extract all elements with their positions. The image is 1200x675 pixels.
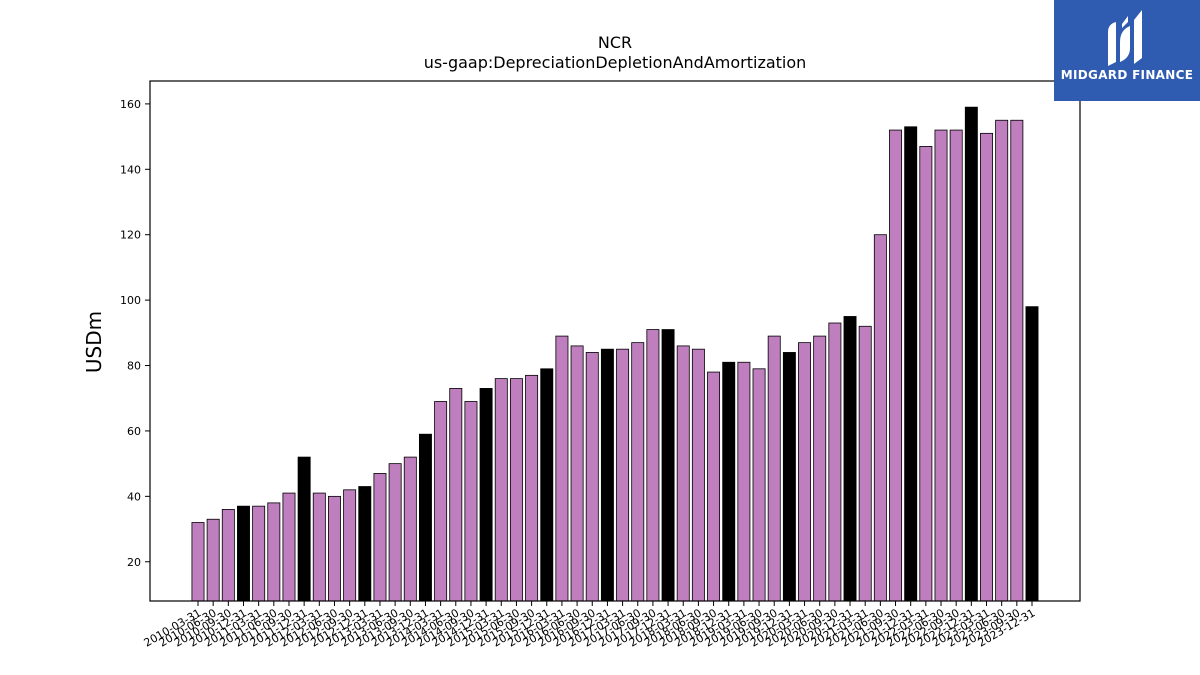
bar-2014-09-30 xyxy=(464,401,478,602)
bar-2012-12-31 xyxy=(358,486,372,602)
bar-2014-06-30 xyxy=(449,388,463,602)
bar-2012-09-30 xyxy=(343,489,357,602)
y-tick-label: 100 xyxy=(120,294,141,307)
bar-2019-06-30 xyxy=(752,368,766,602)
bar-2013-09-30 xyxy=(403,456,417,602)
x-axis: 2010-03-312010-06-302010-09-302010-12-31… xyxy=(142,601,1038,650)
bar-2015-12-31 xyxy=(540,368,554,602)
bar-2018-03-31 xyxy=(676,345,690,602)
bar-2017-03-31 xyxy=(616,348,630,602)
bar-2020-06-30 xyxy=(813,335,827,602)
bar-2020-09-30 xyxy=(828,322,842,602)
bar-2011-03-31 xyxy=(252,505,266,602)
bar-2017-06-30 xyxy=(631,342,645,602)
bar-2014-12-31 xyxy=(479,388,493,602)
midgard-logo-icon xyxy=(1108,10,1142,66)
bar-2023-06-30 xyxy=(995,119,1009,602)
bar-2012-03-31 xyxy=(312,492,326,602)
bar-2015-09-30 xyxy=(525,374,539,602)
bar-2022-06-30 xyxy=(934,129,948,602)
bar-2022-12-31 xyxy=(964,106,978,602)
bar-2016-06-30 xyxy=(570,345,584,602)
bar-2023-09-30 xyxy=(1010,119,1024,602)
bar-2021-09-30 xyxy=(889,129,902,602)
bar-2018-06-30 xyxy=(691,348,705,602)
y-tick-label: 160 xyxy=(120,98,141,111)
y-axis: 20 40 60 80 100 120 140 160 xyxy=(120,98,150,569)
y-tick-label: 140 xyxy=(120,163,141,176)
bar-2019-03-31 xyxy=(737,361,751,602)
y-tick-label: 40 xyxy=(127,490,141,503)
bar-2021-12-31 xyxy=(904,126,918,602)
chart-subtitle: us-gaap:DepreciationDepletionAndAmortiza… xyxy=(424,53,807,72)
y-tick-label: 20 xyxy=(127,556,141,569)
bar-2021-06-30 xyxy=(873,234,887,602)
bar-2018-12-31 xyxy=(722,361,736,602)
bar-2023-03-31 xyxy=(980,132,993,602)
chart-title: NCR xyxy=(598,33,632,52)
bar-2016-09-30 xyxy=(585,352,599,602)
bar-2019-09-30 xyxy=(767,335,781,602)
bars-group xyxy=(191,106,1039,602)
bar-2010-12-31 xyxy=(237,505,250,602)
logo-text: MIDGARD FINANCE xyxy=(1060,68,1194,82)
bar-2013-03-31 xyxy=(373,473,387,602)
bar-2022-03-31 xyxy=(919,146,933,602)
bar-2013-06-30 xyxy=(388,463,402,602)
bar-2017-09-30 xyxy=(646,329,660,602)
bar-2015-06-30 xyxy=(509,378,523,602)
bar-2014-03-31 xyxy=(434,401,448,602)
bar-2011-12-31 xyxy=(297,456,311,602)
bar-2011-06-30 xyxy=(267,502,281,602)
y-tick-label: 80 xyxy=(127,360,141,373)
bar-2016-12-31 xyxy=(600,348,614,602)
y-axis-label: USDm xyxy=(82,311,106,373)
bar-2013-12-31 xyxy=(418,433,432,602)
bar-2012-06-30 xyxy=(328,495,341,602)
bar-2020-12-31 xyxy=(843,316,857,602)
bar-2020-03-31 xyxy=(798,342,812,602)
bar-2023-12-31 xyxy=(1025,306,1039,602)
bar-2011-09-30 xyxy=(282,492,296,602)
bar-2018-09-30 xyxy=(707,371,721,602)
y-tick-label: 120 xyxy=(120,229,141,242)
plot-frame xyxy=(149,80,1081,602)
bar-2017-12-31 xyxy=(661,329,675,602)
bar-2010-03-31 xyxy=(191,522,205,602)
bar-2015-03-31 xyxy=(494,378,508,602)
bar-2010-09-30 xyxy=(221,509,235,602)
y-tick-label: 60 xyxy=(127,425,141,438)
bar-2010-06-30 xyxy=(206,518,220,602)
midgard-finance-logo: MIDGARD FINANCE xyxy=(1054,0,1200,101)
bar-2021-03-31 xyxy=(858,325,872,602)
bar-2019-12-31 xyxy=(782,352,796,602)
bar-2022-09-30 xyxy=(949,129,963,602)
bar-2016-03-31 xyxy=(555,335,569,602)
